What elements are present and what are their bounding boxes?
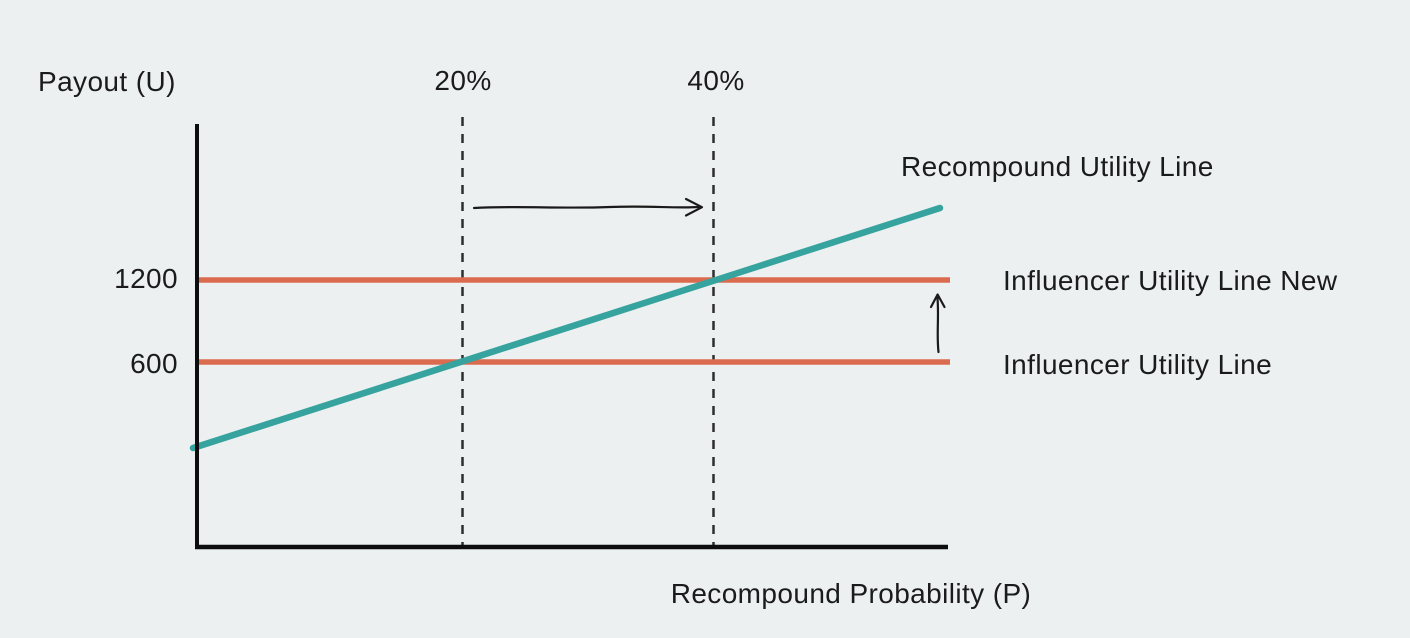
arrow-right-shaft	[472, 205, 701, 210]
x-axis-title: Recompound Probability (P)	[670, 578, 1032, 609]
legend-influencer-utility-line-new: Influencer Utility Line New	[1003, 265, 1338, 296]
arrow-up-shaft	[936, 296, 940, 354]
y-axis-title: Payout (U)	[38, 66, 176, 97]
recompound-utility-line-series	[189, 204, 944, 452]
legend-recompound-utility-line: Recompound Utility Line	[901, 151, 1214, 182]
arrow-right-head-icon	[684, 197, 704, 217]
arrow-up-head-icon	[929, 293, 946, 309]
x-tick-label-20: 20%	[434, 65, 492, 96]
x-tick-label-40: 40%	[687, 65, 745, 96]
legend-influencer-utility-line: Influencer Utility Line	[1003, 349, 1273, 380]
y-tick-label-600: 600	[130, 348, 178, 379]
y-tick-label-1200: 1200	[114, 263, 178, 294]
